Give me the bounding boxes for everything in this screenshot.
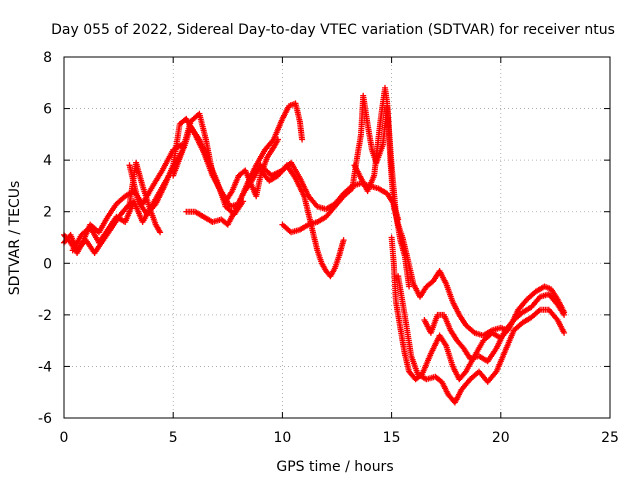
y-tick-label: -2 bbox=[38, 308, 52, 324]
plot-frame bbox=[63, 56, 611, 419]
x-axis-label: GPS time / hours bbox=[276, 459, 393, 475]
y-tick-label: 8 bbox=[43, 50, 52, 66]
satellite-trace bbox=[421, 291, 568, 365]
x-tick-label: 25 bbox=[601, 430, 619, 446]
chart-title: Day 055 of 2022, Sidereal Day-to-day VTE… bbox=[51, 22, 615, 38]
satellite-trace bbox=[257, 162, 347, 280]
y-tick-label: 4 bbox=[43, 153, 52, 169]
x-tick-label: 15 bbox=[383, 430, 401, 446]
x-tick-label: 20 bbox=[492, 430, 510, 446]
y-axis-label: SDTVAR / TECUs bbox=[7, 181, 23, 296]
x-tick-label: 5 bbox=[169, 430, 178, 446]
data-point-markers bbox=[257, 162, 347, 280]
y-tick-label: -4 bbox=[38, 359, 52, 375]
data-point-markers bbox=[421, 291, 568, 365]
axes: 0 5 10 15 20 25 -6 -4 -2 0 2 4 6 8 bbox=[38, 50, 619, 446]
y-tick-label: 0 bbox=[43, 256, 52, 272]
data-point-markers bbox=[395, 273, 568, 406]
satellite-trace bbox=[351, 84, 511, 339]
satellite-trace bbox=[395, 273, 568, 406]
x-tick-label: 10 bbox=[273, 430, 291, 446]
data-point-markers bbox=[351, 84, 511, 339]
y-tick-label: 2 bbox=[43, 205, 52, 221]
y-tick-label: -6 bbox=[38, 411, 52, 427]
y-tick-label: 6 bbox=[43, 102, 52, 118]
x-tick-label: 0 bbox=[60, 430, 69, 446]
plot-area bbox=[61, 84, 568, 406]
